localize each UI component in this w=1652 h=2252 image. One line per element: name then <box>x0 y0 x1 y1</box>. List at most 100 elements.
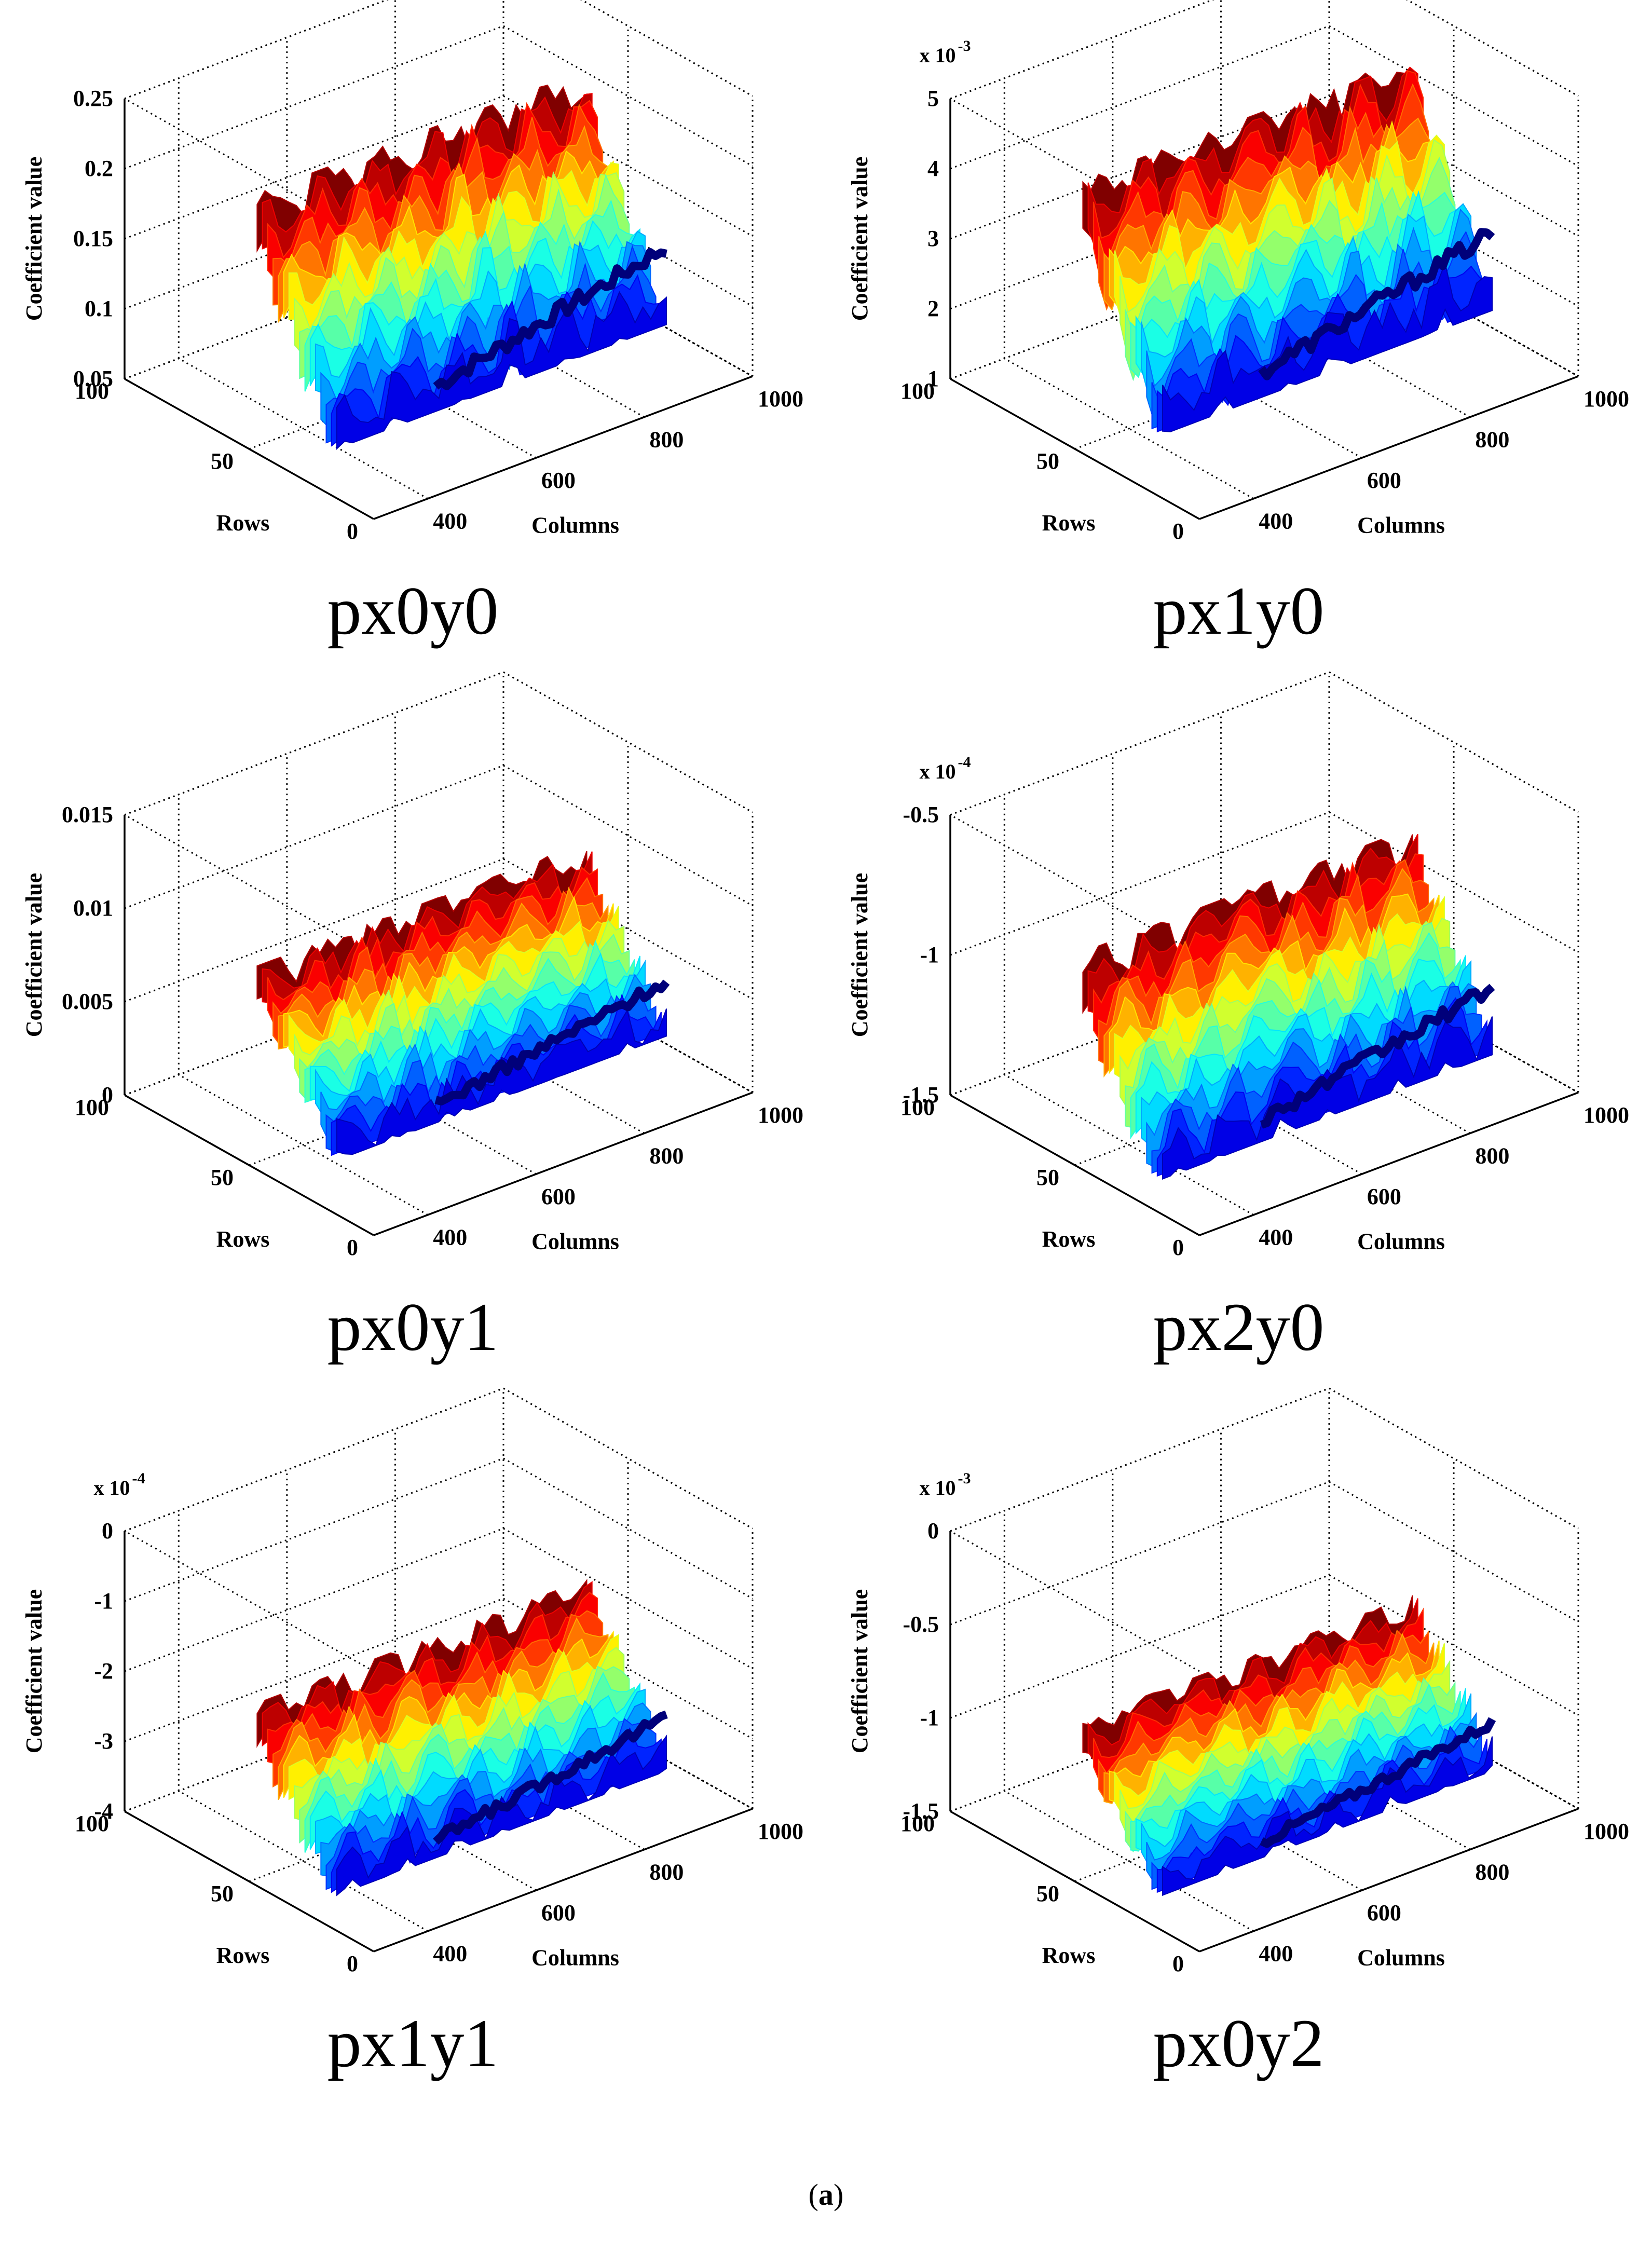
row-tick-label: 50 <box>1036 1165 1059 1190</box>
column-tick-label: 400 <box>1259 1225 1293 1250</box>
panel-caption: px0y2 <box>1153 2005 1325 2081</box>
x-gridline <box>503 951 753 1094</box>
z-gridline <box>950 671 1330 816</box>
panel-px1y1: -4 -3 -2 -1 0 400 600 800 1000 0 50 100 Coefficient … <box>0 1387 826 2149</box>
column-tick-label: 400 <box>433 1225 467 1250</box>
z-gridline <box>124 1598 504 1742</box>
z-tick-label: -4 <box>94 1798 113 1824</box>
column-axis-label: Columns <box>531 1945 619 1970</box>
z-axis-label: Coefficient value <box>21 157 47 321</box>
z-gridline <box>124 25 504 170</box>
z-gridline <box>124 1527 504 1672</box>
surface-trough <box>433 248 667 390</box>
row-tick-label: 100 <box>900 1095 935 1120</box>
column-axis <box>1199 1091 1579 1236</box>
panel-caption: px0y0 <box>327 572 499 649</box>
z-tick-label: 1 <box>927 366 939 391</box>
x-gridline <box>1329 235 1579 377</box>
z-gridline <box>1329 25 1579 167</box>
column-tick-label: 600 <box>1367 1900 1401 1926</box>
x-gridline <box>394 276 645 418</box>
z-gridline <box>503 1457 753 1600</box>
column-tick-label: 800 <box>1475 427 1509 453</box>
surface <box>256 84 667 450</box>
column-axis <box>1199 375 1579 520</box>
row-axis-label: Rows <box>216 510 270 536</box>
surface-plot-px1y1: -4 -3 -2 -1 0 400 600 800 1000 0 50 100 Coefficient … <box>21 1387 803 1976</box>
z-tick-label: -2 <box>94 1658 113 1684</box>
column-tick-label: 400 <box>1259 1941 1293 1967</box>
column-axis-label: Columns <box>1357 512 1445 538</box>
z-axis-label: Coefficient value <box>847 157 872 321</box>
z-tick-label: -1 <box>920 942 939 967</box>
box-edge <box>950 1530 1200 1672</box>
z-tick-label: 0 <box>102 1518 113 1544</box>
column-tick-label: 800 <box>649 1860 684 1885</box>
panel-px0y0: 0.05 0.1 0.15 0.2 0.25 400 600 800 1000 0 50 100 Coe… <box>0 0 826 716</box>
row-tick-label: 0 <box>347 1235 358 1260</box>
row-tick-label: 100 <box>75 1095 109 1120</box>
z-gridline <box>124 765 504 909</box>
row-axis <box>950 1094 1200 1236</box>
x-gridline <box>1112 1749 1362 1891</box>
z-axis-label: Coefficient value <box>847 873 872 1037</box>
row-axis <box>950 378 1200 520</box>
figure-label: (a) <box>808 2178 844 2212</box>
panel-caption: px0y1 <box>327 1289 499 1365</box>
x-gridline <box>1220 992 1471 1134</box>
x-gridline <box>178 1074 429 1216</box>
z-tick-label: 0.1 <box>85 296 113 321</box>
z-gridline <box>503 25 753 167</box>
column-tick-label: 800 <box>1475 1143 1509 1169</box>
row-tick-label: 100 <box>900 378 935 404</box>
z-gridline <box>1329 1481 1579 1623</box>
panel-px0y1: 0 0.005 0.01 0.015 400 600 800 1000 0 50 100 Coeffi… <box>0 671 826 1432</box>
column-axis <box>373 375 753 520</box>
row-axis-label: Rows <box>1042 1943 1096 1968</box>
surface-plot-px0y1: 0 0.005 0.01 0.015 400 600 800 1000 0 50 100 Coeffi… <box>21 671 803 1260</box>
z-tick-label: 0.15 <box>73 226 113 251</box>
column-tick-label: 600 <box>1367 468 1401 493</box>
surface-trough <box>1258 228 1495 380</box>
x-gridline <box>286 1749 537 1891</box>
surface-plot-px2y0: -1.5 -1 -0.5 400 600 800 1000 0 50 100 Coefficient… <box>847 671 1629 1260</box>
x-gridline <box>1004 1074 1254 1216</box>
row-tick-label: 0 <box>1172 518 1184 544</box>
z-tick-label: -0.5 <box>903 1612 939 1637</box>
x-gridline <box>1112 1033 1362 1175</box>
z-gridline <box>124 1387 504 1532</box>
exponent-label: x 10 -3 <box>920 1470 971 1499</box>
surface <box>1082 66 1495 433</box>
x-gridline <box>394 992 645 1134</box>
row-tick-label: 50 <box>1036 448 1059 474</box>
column-tick-label: 1000 <box>758 1102 803 1128</box>
column-axis-label: Columns <box>531 512 619 538</box>
row-axis <box>124 1094 374 1236</box>
z-gridline <box>503 671 753 813</box>
column-tick-label: 600 <box>1367 1184 1401 1209</box>
row-axis <box>950 1810 1200 1953</box>
box-edge <box>124 0 389 100</box>
row-axis <box>124 1810 374 1953</box>
row-tick-label: 50 <box>211 1881 234 1906</box>
z-gridline <box>124 95 504 240</box>
z-gridline <box>1329 671 1579 813</box>
column-tick-label: 600 <box>541 1184 576 1209</box>
surface-band <box>336 1008 667 1155</box>
z-tick-label: 0.05 <box>73 366 113 391</box>
surface-trough <box>432 1710 668 1845</box>
surface-band <box>1162 1016 1493 1180</box>
exponent-label: x 10 -4 <box>94 1470 145 1499</box>
x-gridline <box>394 1709 645 1850</box>
column-tick-label: 1000 <box>1583 1102 1629 1128</box>
row-tick-label: 0 <box>1172 1951 1184 1976</box>
row-tick-label: 100 <box>900 1811 935 1836</box>
x-gridline <box>1004 1790 1254 1932</box>
column-axis <box>373 1808 753 1953</box>
panel-caption: px2y0 <box>1153 1289 1325 1365</box>
z-gridline <box>124 0 389 100</box>
surface-trough <box>1260 1717 1496 1848</box>
surface-trough <box>1260 984 1495 1129</box>
column-tick-label: 800 <box>1475 1860 1509 1885</box>
x-gridline <box>286 317 537 459</box>
